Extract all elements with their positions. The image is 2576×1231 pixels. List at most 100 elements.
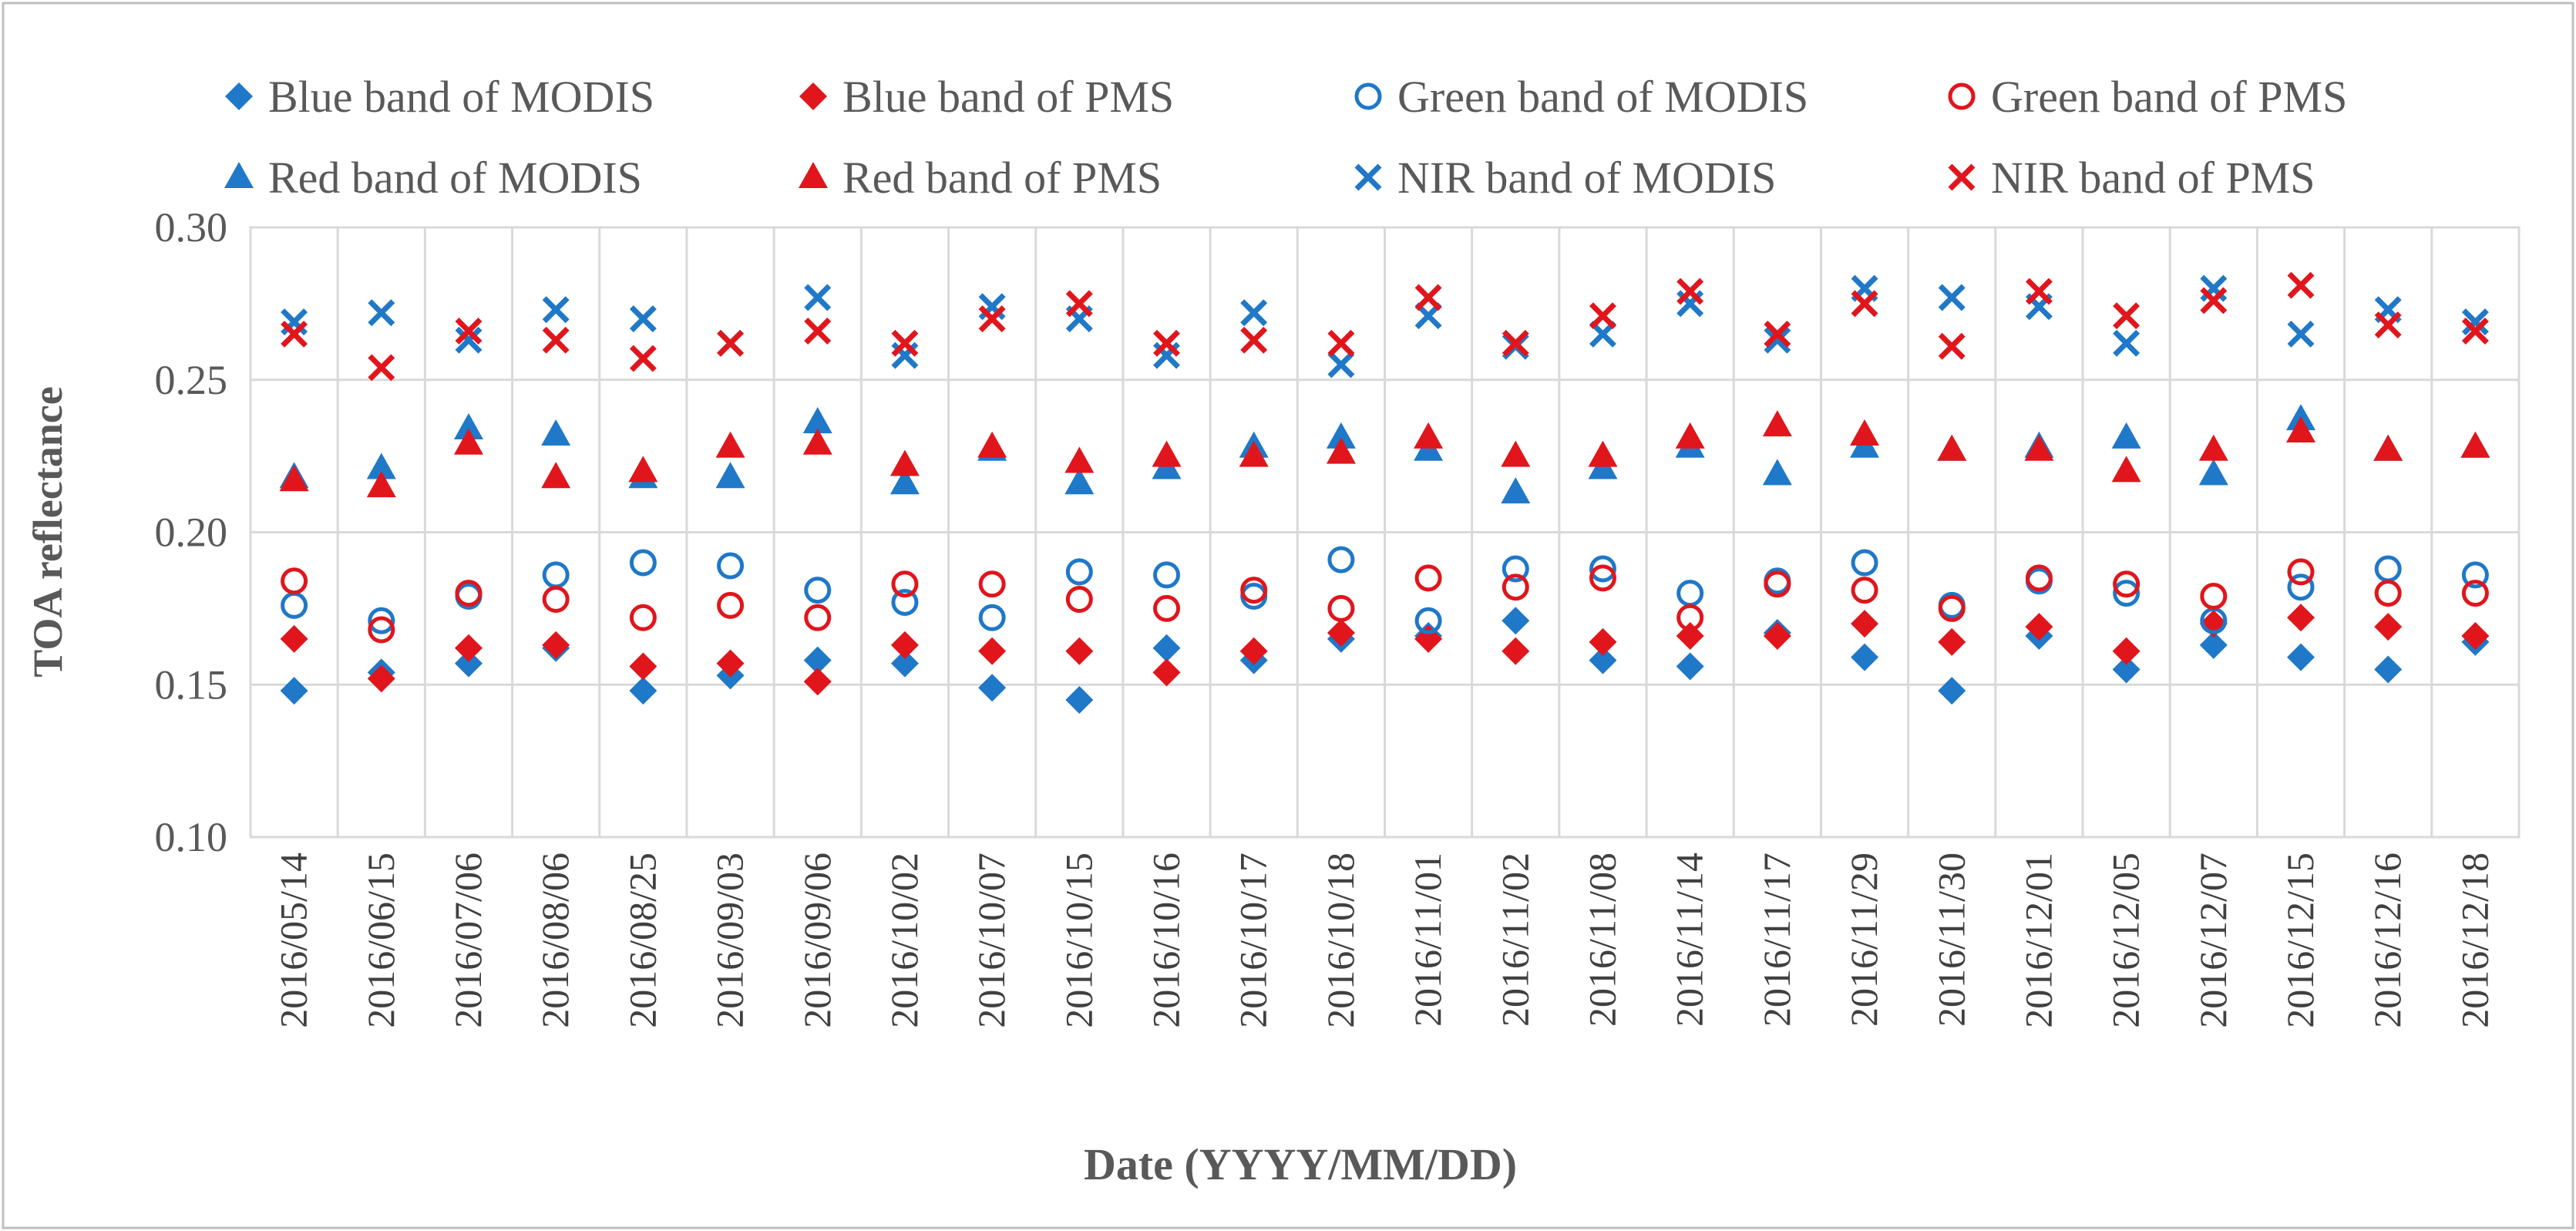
data-point <box>803 668 832 696</box>
data-point <box>715 462 745 489</box>
legend: Blue band of MODIS Blue band of PMS Green … <box>224 72 2347 203</box>
data-point <box>1764 326 1791 354</box>
data-point <box>1153 329 1180 357</box>
data-point <box>2287 558 2315 586</box>
x-axis-label: Date (YYYY/MM/DD) <box>1084 1139 1517 1189</box>
legend-marker <box>799 82 827 110</box>
data-point <box>717 591 745 619</box>
data-point <box>629 604 657 631</box>
data-point <box>1152 634 1181 662</box>
data-point <box>1675 422 1705 449</box>
data-point <box>804 284 832 311</box>
data-point <box>2374 580 2402 607</box>
data-point <box>2113 302 2141 330</box>
legend-item-blue-band-of-modis: Blue band of MODIS <box>225 72 654 122</box>
data-point <box>1851 610 1879 638</box>
data-point <box>1762 410 1792 437</box>
data-point <box>1938 677 1966 705</box>
data-point <box>2198 434 2228 461</box>
data-point <box>1065 290 1093 318</box>
data-point <box>890 649 919 678</box>
data-point <box>1414 564 1442 592</box>
data-point <box>2111 456 2141 483</box>
data-point <box>1327 546 1355 573</box>
data-point <box>1327 619 1355 647</box>
data-point <box>1501 440 1531 467</box>
data-point <box>2461 580 2489 607</box>
data-point <box>2460 431 2490 458</box>
legend-item-green-band-of-modis: Green band of MODIS <box>1354 72 1808 122</box>
data-point <box>2025 564 2053 592</box>
y-axis-ticks: 0.10 0.15 0.20 0.25 0.30 <box>155 204 228 860</box>
legend-item-nir-band-of-modis: NIR band of MODIS <box>1354 153 1776 203</box>
x-tick-label: 2016/09/03 <box>708 853 752 1028</box>
legend-label: NIR band of MODIS <box>1397 153 1776 203</box>
x-tick-label: 2016/08/06 <box>533 853 577 1028</box>
data-point <box>1851 290 1878 318</box>
data-point <box>1851 643 1879 671</box>
data-point <box>1502 607 1530 635</box>
data-point <box>367 664 395 693</box>
data-markers <box>279 271 2490 715</box>
data-point <box>802 407 832 434</box>
x-tick-label: 2016/10/15 <box>1057 853 1100 1028</box>
data-point <box>1589 646 1617 674</box>
data-point <box>2374 613 2403 641</box>
data-point <box>1763 621 1791 650</box>
data-point <box>1064 446 1095 473</box>
data-point <box>1502 555 1529 583</box>
data-point <box>2287 573 2315 601</box>
x-tick-label: 2016/11/01 <box>1406 853 1449 1027</box>
legend-label: Blue band of PMS <box>842 72 1174 122</box>
x-tick-label: 2016/11/29 <box>1842 853 1885 1027</box>
data-point <box>2112 655 2141 684</box>
series-green-band-of-pms <box>281 558 2489 644</box>
legend-marker <box>224 162 254 188</box>
data-point <box>1327 594 1355 622</box>
data-point <box>1502 573 1529 601</box>
legend-marker <box>1948 82 1976 110</box>
data-point <box>629 549 657 577</box>
data-point <box>1938 332 1966 360</box>
data-point <box>2461 621 2490 650</box>
data-point <box>804 604 832 631</box>
data-point <box>453 413 483 440</box>
x-tick-label: 2016/10/07 <box>970 853 1013 1028</box>
data-point <box>454 649 483 678</box>
x-tick-label: 2016/05/14 <box>272 853 315 1028</box>
y-tick-label: 0.20 <box>155 510 228 556</box>
data-point <box>2286 415 2316 442</box>
data-point <box>2025 277 2053 305</box>
data-point <box>1762 459 1792 486</box>
data-point <box>1589 302 1616 330</box>
x-tick-label: 2016/12/18 <box>2453 853 2496 1028</box>
data-point <box>1240 326 1268 354</box>
x-tick-label: 2016/11/02 <box>1493 853 1536 1027</box>
data-point <box>1239 440 1269 467</box>
data-point <box>1327 351 1355 378</box>
data-point <box>889 468 920 495</box>
data-point <box>1501 477 1531 504</box>
x-tick-label: 2016/11/17 <box>1755 853 1798 1027</box>
data-point <box>890 631 919 659</box>
data-point <box>1764 570 1791 598</box>
legend-label: Green band of MODIS <box>1397 72 1808 122</box>
data-point <box>2199 631 2228 659</box>
legend-label: Blue band of MODIS <box>268 72 654 122</box>
data-point <box>1326 437 1356 464</box>
data-point <box>2461 308 2489 336</box>
data-point <box>455 326 483 354</box>
x-tick-label: 2016/10/16 <box>1145 853 1188 1028</box>
data-point <box>803 646 832 674</box>
data-point <box>368 299 395 327</box>
data-point <box>1065 586 1093 614</box>
legend-marker <box>1948 163 1976 191</box>
x-tick-label: 2016/12/16 <box>2366 853 2409 1028</box>
legend-item-red-band-of-modis: Red band of MODIS <box>224 153 642 203</box>
data-point <box>1502 637 1530 665</box>
data-point <box>1064 468 1095 495</box>
data-point <box>2113 329 2141 357</box>
